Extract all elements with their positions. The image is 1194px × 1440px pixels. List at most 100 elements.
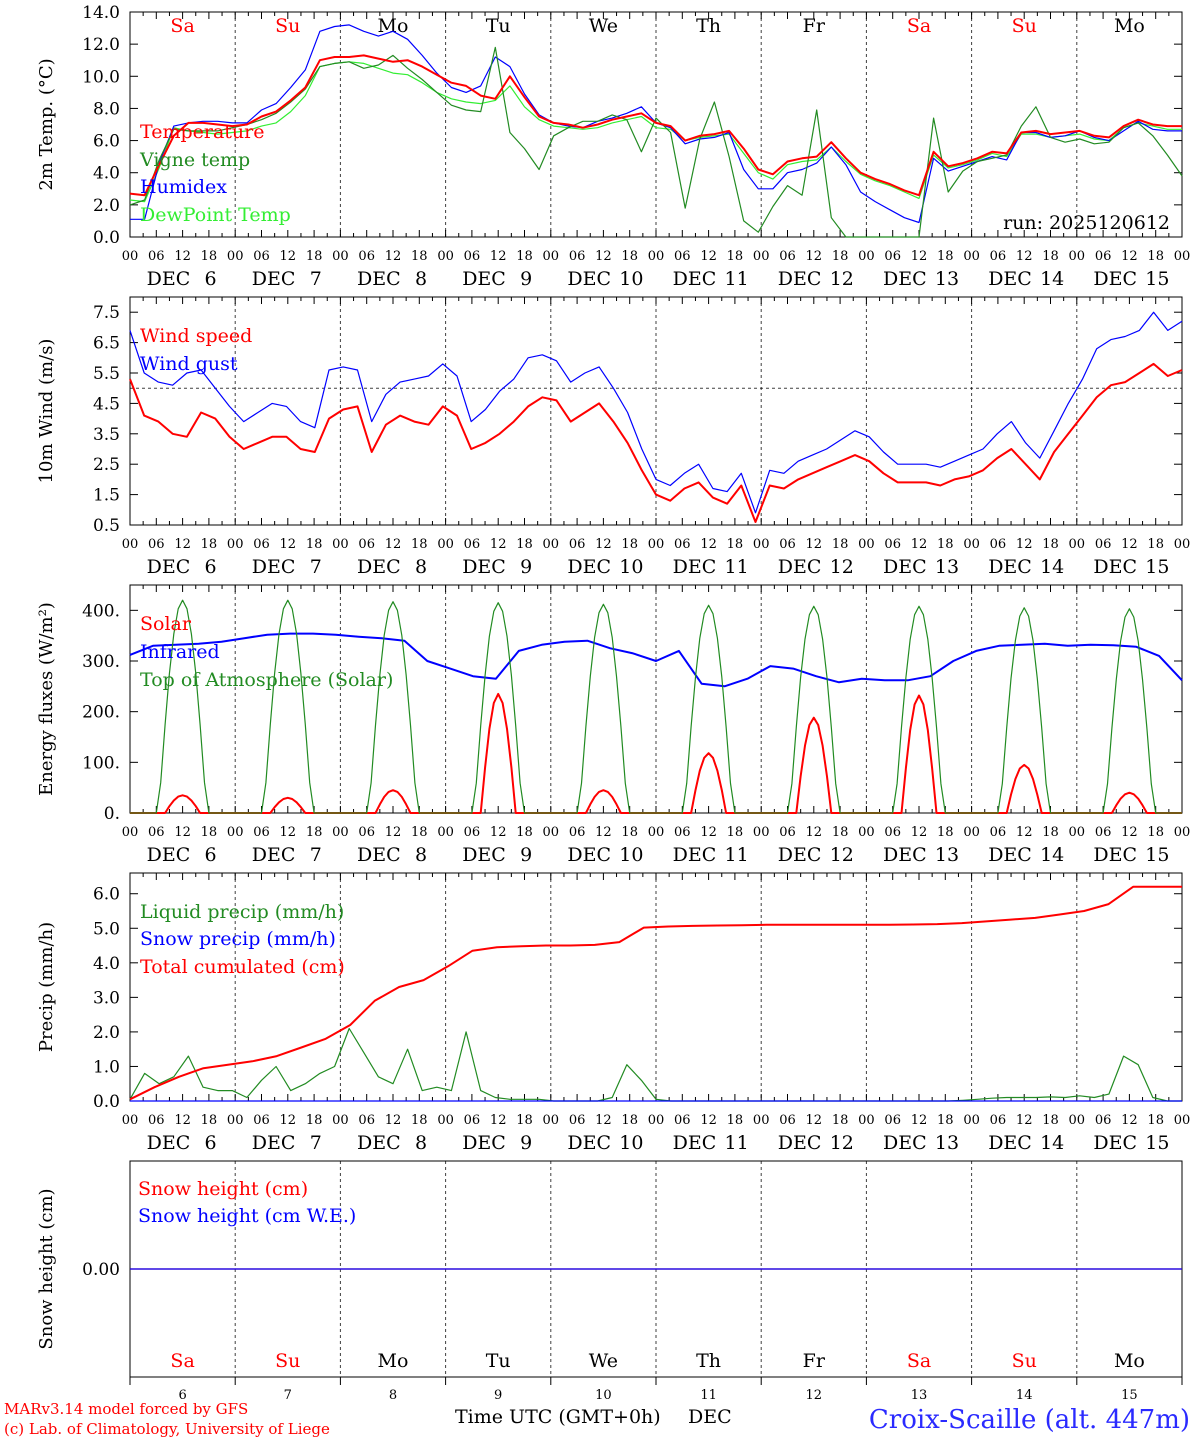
wind-hour-label: 00 [858,537,875,552]
temp-legend-entry: Temperature [140,121,264,143]
wind-y-tick-label: 7.5 [93,303,120,323]
wind-hour-label: 12 [595,537,612,552]
temp-hour-label: 12 [1016,249,1033,264]
snow-legend-entry: Snow height (cm) [138,1178,308,1200]
precip-y-tick-label: 3.0 [93,988,120,1008]
precip-hour-label: 12 [385,1113,402,1128]
energy-day-number-label: 6 [205,844,217,866]
temp-weekday-label: Su [275,15,300,37]
wind-hour-label: 06 [674,537,691,552]
precip-hour-label: 06 [569,1113,586,1128]
energy-day-month-label: DEC [567,844,611,866]
energy-legend-entry: Infrared [140,641,220,663]
energy-hour-label: 18 [727,825,744,840]
temp-hour-label: 06 [358,249,375,264]
wind-day-number-label: 15 [1145,556,1169,578]
snow-day-number-label: 14 [1016,1388,1033,1403]
precip-day-month-label: DEC [252,1132,296,1154]
precip-hour-label: 12 [911,1113,928,1128]
energy-series-top-of-atmosphere-solar [130,599,1182,814]
energy-legend-entry: Solar [140,613,192,635]
energy-hour-label: 06 [148,825,165,840]
precip-day-month-label: DEC [147,1132,191,1154]
snow-weekday-label: Tu [486,1350,511,1372]
precip-day-number-label: 7 [310,1132,322,1154]
energy-hour-label: 18 [1042,825,1059,840]
wind-hour-label: 06 [253,537,270,552]
precip-day-number-label: 11 [725,1132,749,1154]
precip-hour-label: 18 [516,1113,533,1128]
wind-hour-label: 18 [832,537,849,552]
temp-hour-label: 18 [1147,249,1164,264]
snow-y-tick-label: 0.00 [82,1260,120,1280]
wind-hour-label: 18 [1042,537,1059,552]
precip-legend-entry: Total cumulated (cm) [140,956,345,978]
temp-hour-label: 18 [306,249,323,264]
precip-hour-label: 00 [437,1113,454,1128]
temp-day-month-label: DEC [883,268,927,290]
snow-day-number-label: 13 [911,1388,928,1403]
wind-day-month-label: DEC [462,556,506,578]
temp-weekday-label: Th [696,15,721,37]
wind-day-number-label: 12 [830,556,854,578]
precip-day-month-label: DEC [567,1132,611,1154]
energy-hour-label: 06 [990,825,1007,840]
wind-hour-label: 18 [306,537,323,552]
snow-day-number-label: 9 [494,1388,502,1403]
temp-hour-label: 00 [1069,249,1086,264]
energy-hour-label: 06 [884,825,901,840]
temp-weekday-label: Mo [1114,15,1145,37]
snow-weekday-label: Su [275,1350,300,1372]
snow-legend-entry: Snow height (cm W.E.) [138,1205,356,1227]
temp-day-month-label: DEC [252,268,296,290]
snow-day-number-label: 11 [700,1388,717,1403]
wind-hour-label: 12 [385,537,402,552]
wind-day-month-label: DEC [778,556,822,578]
temp-hour-label: 00 [543,249,560,264]
temp-weekday-label: Mo [378,15,409,37]
snow-day-number-label: 7 [284,1388,292,1403]
temp-day-month-label: DEC [147,268,191,290]
panel-snow: 0.00 Snow height (cm) Sa Su Mo Tu We Th Fr Sa Su Mo… [36,1160,1183,1403]
wind-hour-label: 06 [990,537,1007,552]
temp-day-number-label: 8 [415,268,427,290]
wind-hour-label: 12 [280,537,297,552]
temp-hour-label: 00 [858,249,875,264]
energy-hour-label: 18 [1147,825,1164,840]
wind-y-tick-label: 5.5 [93,364,120,384]
wind-day-month-label: DEC [567,556,611,578]
energy-day-month-label: DEC [462,844,506,866]
energy-hour-label: 06 [779,825,796,840]
precip-hour-label: 06 [464,1113,481,1128]
temp-hour-label: 06 [884,249,901,264]
precip-hour-label: 00 [648,1113,665,1128]
wind-day-number-label: 9 [520,556,532,578]
snow-weekday-label: We [589,1350,618,1372]
energy-hour-label: 06 [1095,825,1112,840]
precip-day-month-label: DEC [778,1132,822,1154]
energy-hour-label: 06 [674,825,691,840]
wind-hour-label: 06 [464,537,481,552]
precip-day-number-label: 6 [205,1132,217,1154]
temp-weekday-label: Su [1012,15,1037,37]
precip-hour-label: 00 [753,1113,770,1128]
wind-day-month-label: DEC [147,556,191,578]
temp-day-month-label: DEC [673,268,717,290]
energy-hour-label: 00 [1174,825,1191,840]
temp-hour-label: 12 [595,249,612,264]
precip-series-total-cumulated-cm [129,885,1182,1101]
wind-hour-label: 18 [621,537,638,552]
energy-hour-label: 12 [174,825,191,840]
precip-hour-label: 18 [1042,1113,1059,1128]
energy-day-month-label: DEC [147,844,191,866]
precip-day-number-label: 13 [935,1132,959,1154]
energy-hour-label: 06 [569,825,586,840]
precip-day-month-label: DEC [883,1132,927,1154]
snow-day-number-label: 8 [389,1388,397,1403]
wind-y-axis-label: 10m Wind (m/s) [36,339,57,484]
energy-hour-label: 12 [385,825,402,840]
wind-legend-entry: Wind gust [140,353,238,375]
wind-day-number-label: 11 [725,556,749,578]
energy-hour-label: 00 [648,825,665,840]
